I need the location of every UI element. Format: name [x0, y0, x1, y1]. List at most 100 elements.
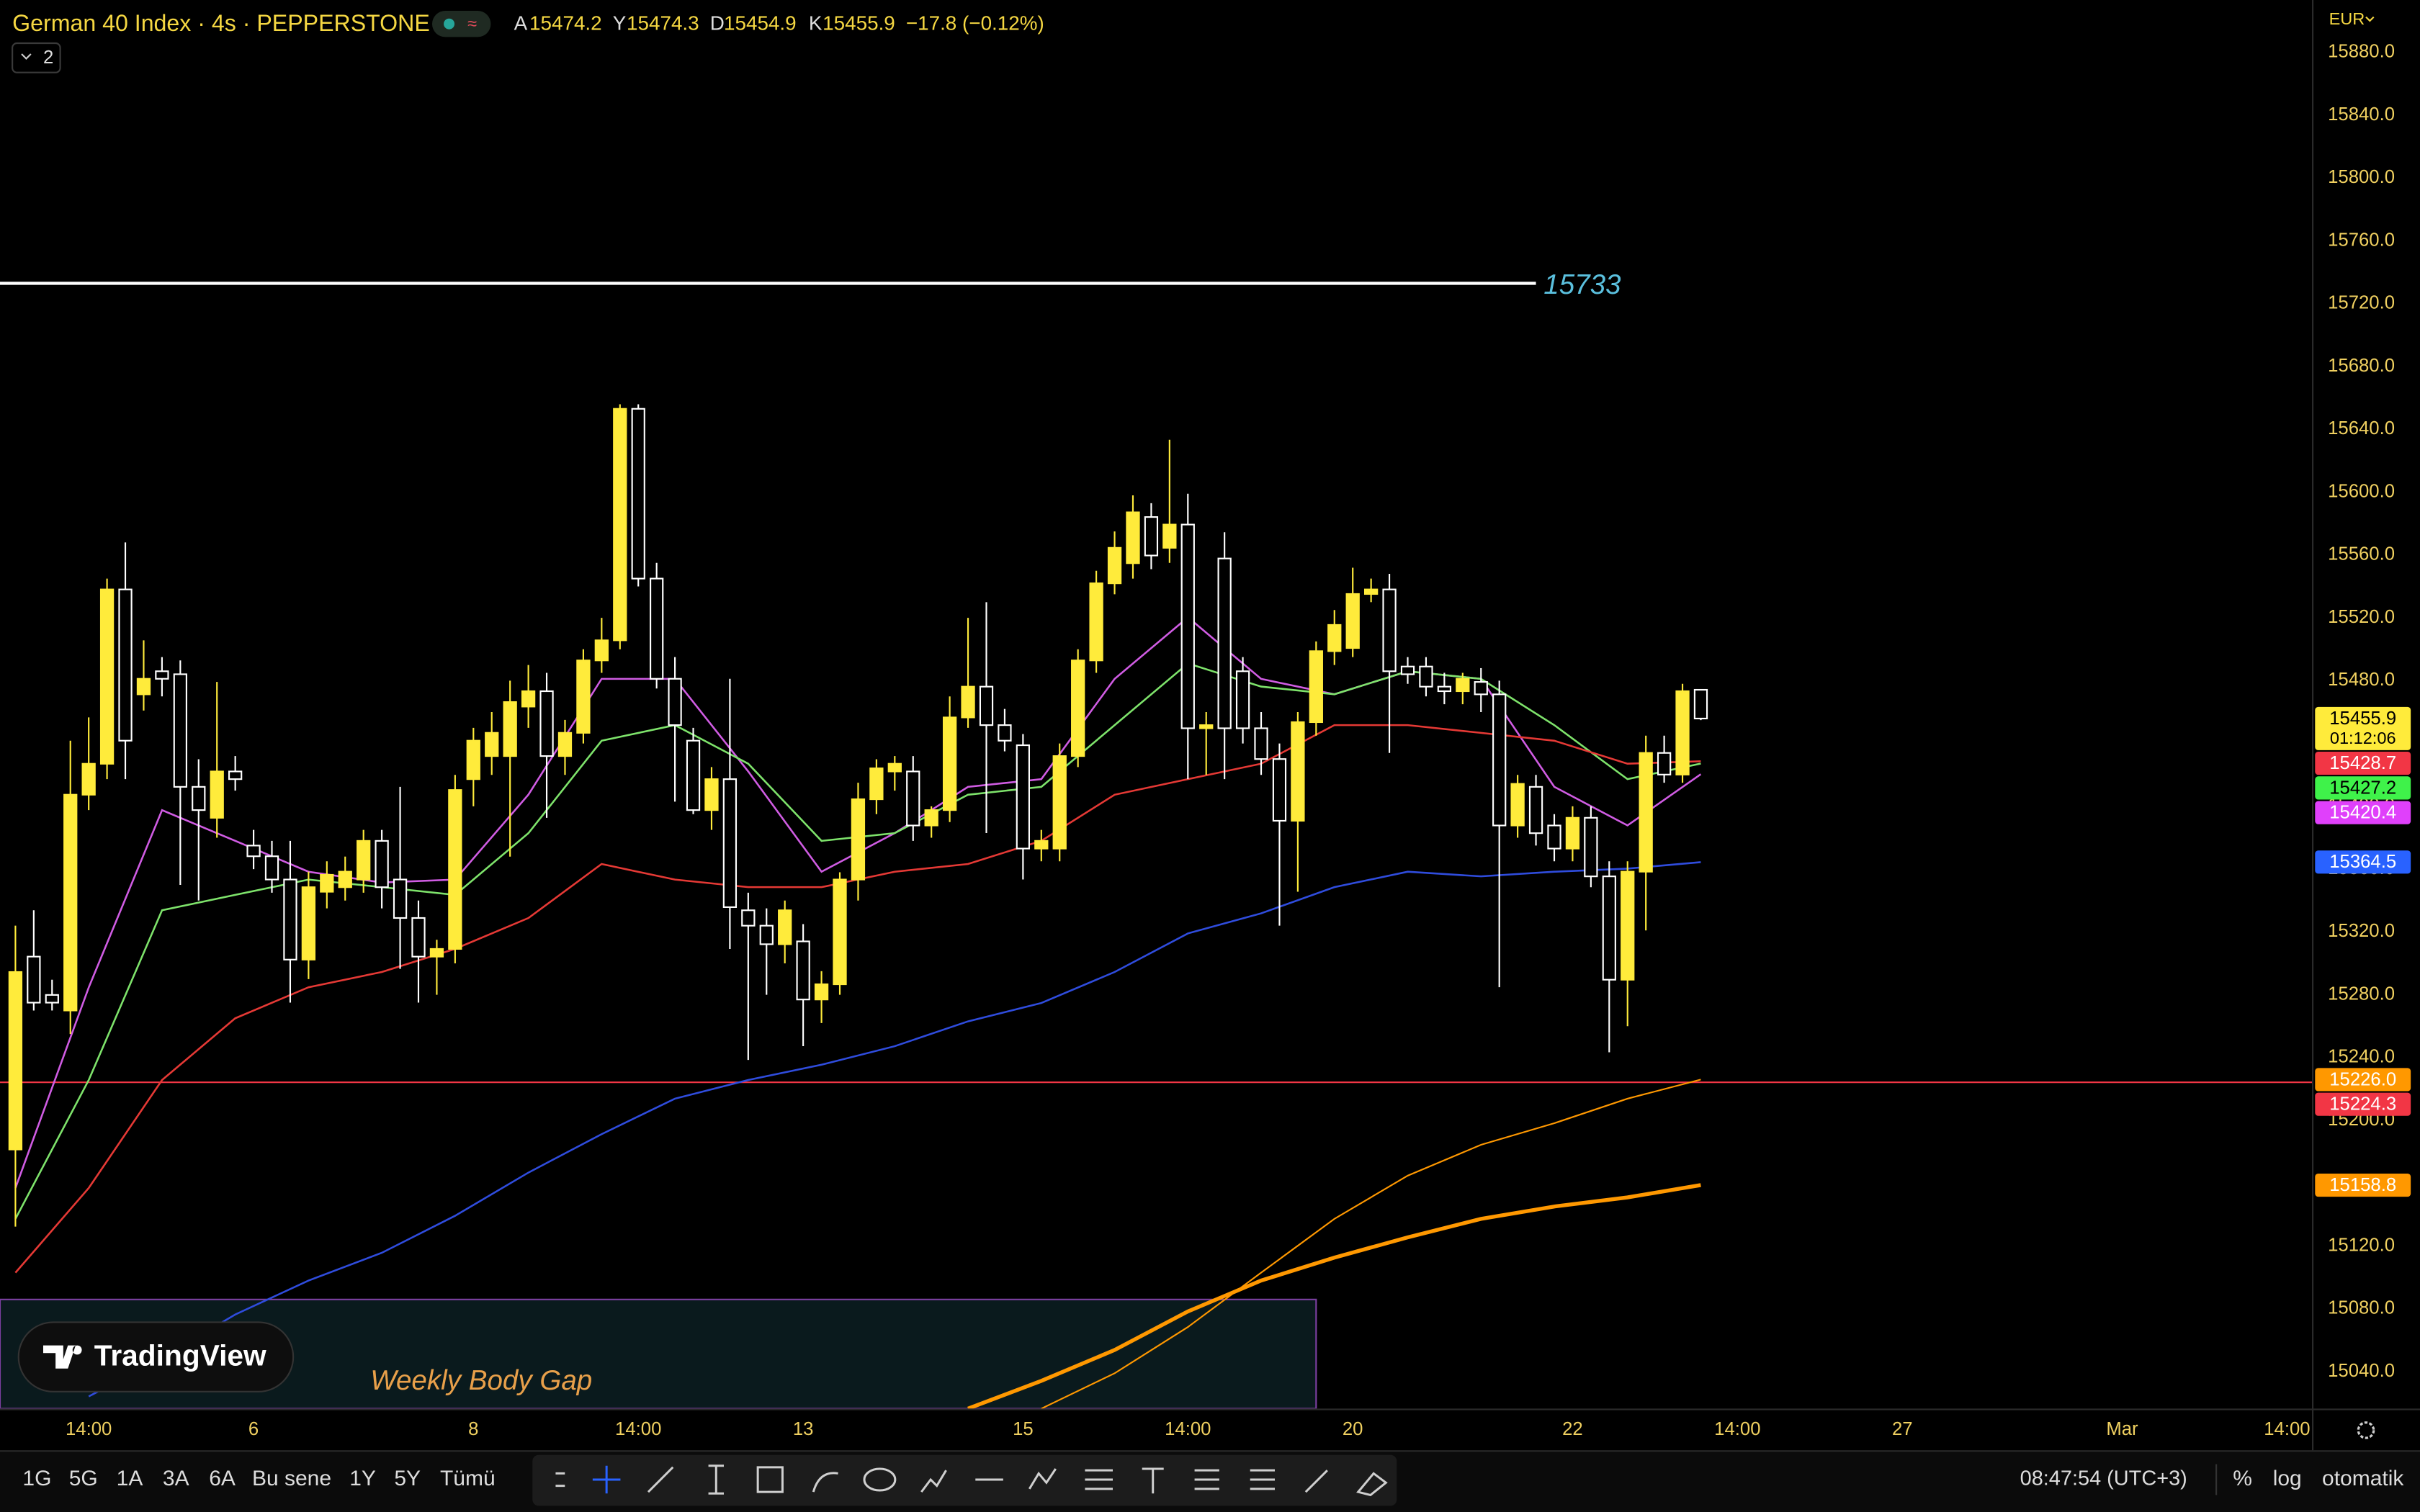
status-pill[interactable]: [432, 11, 491, 37]
range-button[interactable]: 5G: [69, 1467, 98, 1490]
range-button[interactable]: 1G: [22, 1467, 51, 1490]
candle-body: [1254, 727, 1268, 760]
candle-body: [301, 886, 316, 960]
currency[interactable]: EUR: [2329, 9, 2365, 28]
status-icon: ≈: [467, 14, 477, 33]
tool-icon[interactable]: [920, 1470, 947, 1493]
ohlc-value: 15454.9: [724, 12, 797, 35]
y-tick-label: 15680.0: [2328, 356, 2395, 376]
tool-icon[interactable]: [1028, 1468, 1057, 1490]
settings-icon[interactable]: [2357, 1421, 2375, 1439]
candle-body: [1217, 557, 1232, 729]
indicators-count: 2: [43, 48, 53, 68]
ohlc-label: A: [514, 12, 528, 35]
candle-body: [796, 940, 810, 1001]
range-button[interactable]: 1A: [117, 1467, 143, 1490]
range-button[interactable]: 5Y: [394, 1467, 421, 1490]
candle-body: [136, 678, 151, 696]
x-tick-label: 8: [468, 1419, 478, 1439]
price-tag: 15455.901:12:06: [2315, 706, 2411, 750]
price-tag: 15224.3: [2315, 1092, 2411, 1116]
candle-body: [1547, 824, 1561, 850]
range-button[interactable]: 1Y: [349, 1467, 376, 1490]
candle-body: [357, 840, 371, 881]
candle-body: [942, 716, 957, 811]
tool-icons: [555, 1464, 1388, 1497]
ohlc-value: 15455.9: [823, 12, 895, 35]
candle-body: [118, 588, 133, 742]
indicators-toggle[interactable]: [12, 42, 61, 73]
x-tick-label: 20: [1343, 1419, 1363, 1439]
candle-body: [27, 955, 41, 1004]
y-tick-label: 15280.0: [2328, 984, 2395, 1004]
x-tick-label: 14:00: [1714, 1419, 1760, 1439]
tool-icon[interactable]: [756, 1466, 784, 1493]
candle-body: [320, 873, 334, 893]
tool-icon[interactable]: [708, 1464, 724, 1495]
candle-body: [778, 909, 792, 945]
tool-icon[interactable]: [1194, 1469, 1219, 1490]
range-button[interactable]: 6A: [209, 1467, 236, 1490]
tool-icon[interactable]: [1304, 1470, 1328, 1493]
candle-body: [8, 971, 23, 1151]
candle-body: [1510, 783, 1525, 827]
price-tag-label: 15224.3: [2329, 1094, 2396, 1115]
y-tick-label: 15480.0: [2328, 670, 2395, 690]
candle-body: [741, 909, 756, 927]
candle-body: [429, 948, 444, 958]
candle-body: [1235, 670, 1250, 729]
candle-body: [998, 724, 1012, 742]
tool-icon[interactable]: [863, 1467, 897, 1492]
candle-body: [1034, 840, 1049, 850]
candle-body: [448, 789, 462, 950]
logo-badge[interactable]: [17, 1321, 295, 1392]
price-tag: 15420.4: [2315, 801, 2411, 824]
tool-icon[interactable]: [812, 1472, 838, 1493]
candle-body: [1071, 660, 1085, 757]
candle-body: [1089, 582, 1103, 662]
candle-body: [1382, 588, 1397, 672]
tool-icon[interactable]: [1142, 1467, 1164, 1494]
range-button[interactable]: Tümü: [440, 1467, 496, 1490]
log-toggle[interactable]: log: [2273, 1467, 2302, 1490]
candle-body: [906, 770, 920, 827]
y-tick-label: 15240.0: [2328, 1047, 2395, 1067]
candle-body: [1052, 755, 1067, 850]
candle-body: [704, 778, 719, 811]
candle-body: [521, 690, 536, 708]
x-tick-label: 15: [1013, 1419, 1034, 1439]
auto-toggle[interactable]: otomatik: [2322, 1467, 2404, 1490]
price-tag-label: 15158.8: [2329, 1175, 2396, 1195]
x-tick-label: 14:00: [615, 1419, 661, 1439]
x-tick-label: 6: [248, 1419, 259, 1439]
tool-icon[interactable]: [592, 1465, 621, 1494]
axes: 15040.015080.015120.015160.015200.015240…: [66, 42, 2411, 1439]
candle-body: [411, 917, 426, 958]
candle-body: [1309, 650, 1323, 724]
candle-body: [979, 685, 994, 726]
currency-chevron: [2365, 16, 2375, 22]
tool-icon[interactable]: [1250, 1469, 1275, 1490]
symbol-title[interactable]: German 40 Index · 4s · PEPPERSTONE: [12, 10, 430, 36]
y-tick-label: 15600.0: [2328, 481, 2395, 501]
price-tag-box: [2315, 801, 2411, 824]
y-tick-label: 15880.0: [2328, 42, 2395, 62]
price-tag: 15364.5: [2315, 850, 2411, 874]
range-button[interactable]: Bu sene: [252, 1467, 331, 1490]
tool-icon[interactable]: [1085, 1469, 1113, 1490]
x-tick-label: 14:00: [1165, 1419, 1211, 1439]
range-button[interactable]: 3A: [163, 1467, 189, 1490]
candle-body: [1437, 685, 1452, 693]
x-tick-label: 14:00: [2264, 1419, 2310, 1439]
tool-icon[interactable]: [647, 1466, 674, 1493]
price-tag-box: [2315, 1068, 2411, 1092]
tool-icon[interactable]: [555, 1472, 565, 1488]
ohlc-label: K: [809, 12, 823, 35]
moving-average: [88, 861, 1701, 1398]
candle-body: [1126, 511, 1140, 564]
tool-icon[interactable]: [1356, 1472, 1388, 1497]
percent-toggle[interactable]: %: [2233, 1467, 2252, 1490]
ohlc-value: 15474.3: [627, 12, 699, 35]
